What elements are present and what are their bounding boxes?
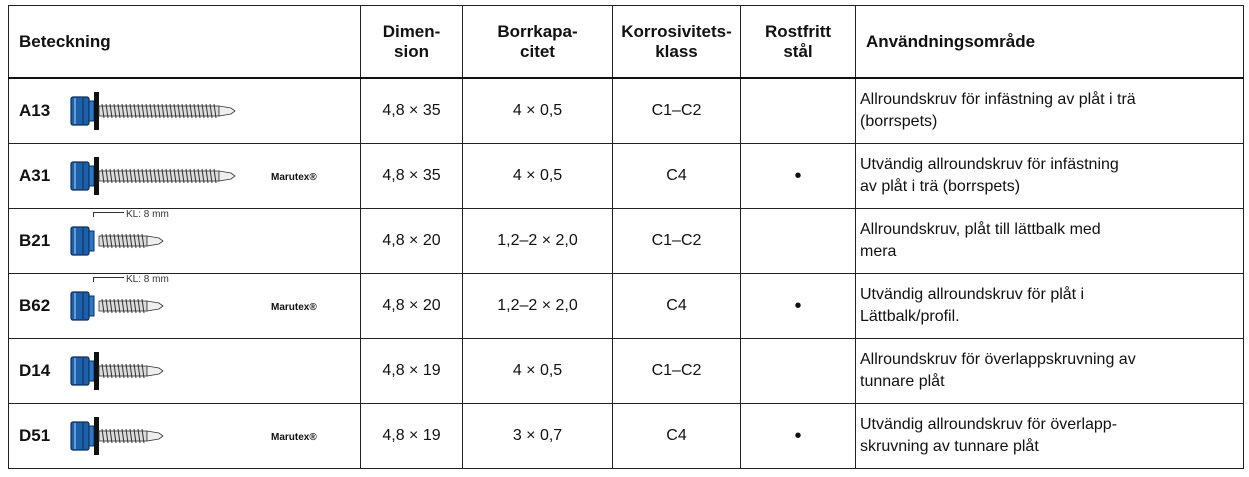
screw-part [147,301,163,311]
usage: Allroundskruv, plåt till lättbalk med me… [856,209,1244,274]
stainless-cell [741,78,856,144]
screw-icon [69,283,269,329]
screw-icon [69,153,269,199]
column-header: Beteckning [9,6,361,79]
screw-part [219,171,235,181]
stainless: • [794,425,801,447]
corrosion-class: C4 [613,404,741,469]
usage: Allroundskruv för överlappskruvning av t… [856,339,1244,404]
designation-cell: A13 [9,78,361,144]
dimension: 4,8 × 19 [361,404,463,469]
usage: Utvändig allroundskruv för plåt i Lättba… [856,274,1244,339]
screw-part [94,417,99,455]
designation-cell: B21 KL: 8 mm [9,209,361,274]
drill-capacity: 3 × 0,7 [463,404,613,469]
designation-cell: D14 [9,339,361,404]
screw-part [89,426,94,446]
screw-part [94,157,99,195]
corrosion-class: C4 [613,274,741,339]
code: A13 [19,101,50,121]
kl-marker [93,212,124,217]
dimension: 4,8 × 19 [361,339,463,404]
kl-marker [93,277,124,282]
column-header: Rostfritt stål [741,6,856,79]
table-body: A134,8 × 354 × 0,5C1–C2Allroundskruv för… [9,78,1244,469]
stainless: • [794,165,801,187]
screw-part [147,236,163,246]
dimension: 4,8 × 35 [361,78,463,144]
screw-part [89,101,94,121]
kl-text: KL: 8 mm [126,274,169,285]
screw-part [71,97,89,125]
stainless-cell [741,209,856,274]
drill-capacity: 4 × 0,5 [463,78,613,144]
usage: Utvändig allroundskruv för överlapp- skr… [856,404,1244,469]
drill-capacity: 4 × 0,5 [463,339,613,404]
corrosion-class: C1–C2 [613,78,741,144]
drill-capacity: 4 × 0,5 [463,144,613,209]
corrosion-class: C1–C2 [613,209,741,274]
brand: Marutex® [271,302,317,313]
page: {"table": { "header": ["Beteckning", "Di… [0,0,1249,477]
screw-part [71,357,89,385]
screw-part [89,361,94,381]
brand: Marutex® [271,432,317,443]
code: D14 [19,361,50,381]
designation-cell: A31 Marutex® [9,144,361,209]
screw-part [94,352,99,390]
screw-part [89,296,94,316]
brand: Marutex® [271,172,317,183]
stainless-cell [741,339,856,404]
code: D51 [19,426,50,446]
dimension: 4,8 × 20 [361,274,463,339]
screw-icon [69,88,269,134]
corrosion-class: C1–C2 [613,339,741,404]
dimension: 4,8 × 35 [361,144,463,209]
screw-part [89,166,94,186]
kl-label: KL: 8 mm [127,274,169,285]
column-header: Borrkapa- citet [463,6,613,79]
screw-icon [69,348,269,394]
stainless-cell: • [741,404,856,469]
stainless: • [794,295,801,317]
column-header: Dimen- sion [361,6,463,79]
corrosion-class: C4 [613,144,741,209]
stainless-cell: • [741,274,856,339]
screw-part [71,422,89,450]
screw-part [89,231,94,251]
table-row: B21 KL: 8 mm 4,8 × 201,2–2 × 2,0C1–C2 Allro… [9,209,1244,274]
drill-capacity: 1,2–2 × 2,0 [463,209,613,274]
column-header: Korrosivitets- klass [613,6,741,79]
usage: Utvändig allroundskruv för infästning av… [856,144,1244,209]
screw-icon [69,413,269,459]
code: B62 [19,296,50,316]
screw-part [71,227,89,255]
screw-icon [69,218,269,264]
screw-part [147,431,163,441]
designation-cell: B62 KL: 8 mm Marutex® [9,274,361,339]
kl-text: KL: 8 mm [126,209,169,220]
kl-label: KL: 8 mm [127,209,169,220]
screw-part [147,366,163,376]
screw-part [71,162,89,190]
screw-part [219,106,235,116]
table-row: D51 Marutex® 4,8 × 193 × 0,7C4 • Utvändig al… [9,404,1244,469]
screw-part [94,92,99,130]
stainless-cell: • [741,144,856,209]
column-header: Användningsområde [856,6,1244,79]
drill-capacity: 1,2–2 × 2,0 [463,274,613,339]
screw-part [71,292,89,320]
usage: Allroundskruv för infästning av plåt i t… [856,78,1244,144]
code: B21 [19,231,50,251]
designation-cell: D51 Marutex® [9,404,361,469]
dimension: 4,8 × 20 [361,209,463,274]
code: A31 [19,166,50,186]
